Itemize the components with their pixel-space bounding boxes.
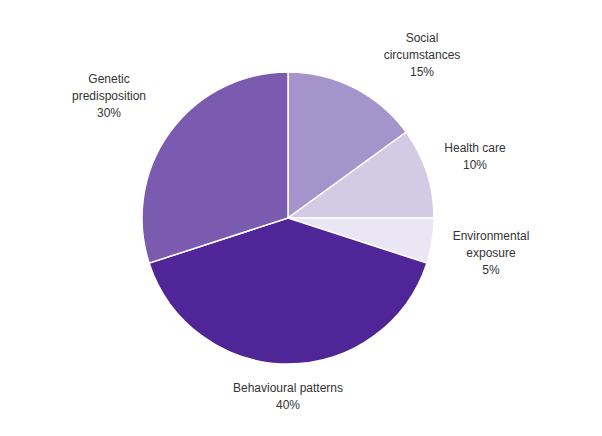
- value-label: 40%: [276, 398, 300, 412]
- slice-label: Geneticpredisposition: [72, 72, 146, 103]
- value-label: 30%: [97, 106, 121, 120]
- pie: [142, 72, 434, 364]
- value-label: 10%: [463, 158, 487, 172]
- slice-label: Behavioural patterns: [233, 381, 343, 395]
- value-label: 5%: [482, 263, 500, 277]
- labels: Socialcircumstances 15% Health care 10% Envi…: [72, 31, 529, 412]
- pie-slice: [288, 132, 434, 218]
- slice-label: Health care: [444, 141, 506, 155]
- chart: Socialcircumstances 15% Health care 10% Envi…: [0, 0, 602, 436]
- value-label: 15%: [410, 65, 434, 79]
- pie-slice: [142, 72, 288, 263]
- slice-label: Socialcircumstances: [384, 31, 461, 62]
- slice-label: Environmentalexposure: [453, 229, 530, 260]
